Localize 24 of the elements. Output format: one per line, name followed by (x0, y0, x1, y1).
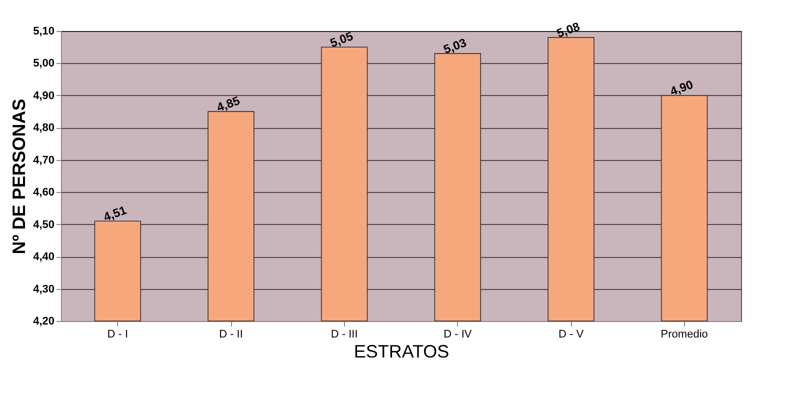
data-label: 5,03 (442, 35, 469, 57)
y-tick-label: 4,80 (33, 122, 54, 134)
x-tick-label: D - III (330, 328, 358, 340)
y-tick-label: 4,30 (33, 283, 54, 296)
x-tick-label: D - II (219, 328, 243, 340)
y-tick-label: 4,90 (33, 90, 54, 102)
x-tick-label: Promedio (660, 328, 708, 340)
x-axis-title: ESTRATOS (354, 342, 450, 362)
data-label: 4,90 (668, 77, 696, 98)
data-label: 4,85 (214, 93, 242, 115)
y-tick-label: 5,10 (33, 26, 54, 38)
x-tick-label: D - V (558, 328, 584, 340)
data-label: 4,51 (102, 202, 129, 224)
y-tick-label: 4,20 (33, 316, 54, 328)
data-label: 5,05 (328, 28, 356, 50)
y-tick-label: 4,50 (33, 218, 54, 231)
data-label: 5,08 (554, 19, 582, 40)
y-tick-label: 5,00 (33, 58, 54, 70)
x-tick-label: D - IV (444, 328, 472, 340)
y-axis-title: Nº DE PERSONAS (9, 98, 30, 254)
y-tick-label: 4,60 (33, 186, 54, 199)
x-tick-label: D - I (107, 328, 128, 340)
y-tick-label: 4,70 (33, 154, 54, 166)
y-tick-label: 4,40 (33, 251, 54, 264)
